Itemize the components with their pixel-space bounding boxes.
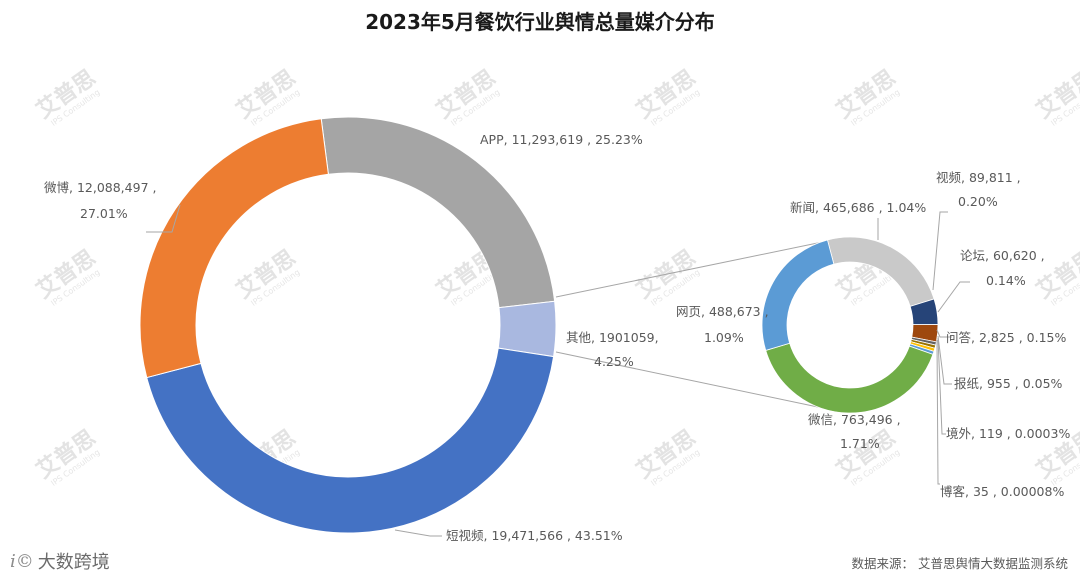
main-segment-short-video: [146, 347, 555, 534]
label-weibo-line1: 微博, 12,088,497 ,: [44, 180, 156, 195]
label-boke: 博客, 35 , 0.00008%: [940, 484, 1064, 499]
leader-weibo: [146, 204, 181, 233]
brand-name: 大数跨境: [37, 552, 110, 573]
main-segment-weibo: [139, 118, 329, 379]
connector-line-top: [555, 239, 833, 298]
label-qita-line1: 其他, 1901059,: [566, 330, 659, 345]
label-app: APP, 11,293,619 , 25.23%: [480, 132, 643, 147]
leader-luntan: [937, 281, 970, 313]
label-wenda: 问答, 2,825 , 0.15%: [946, 330, 1066, 345]
connector-line-bottom: [555, 351, 833, 411]
label-weibo-line2: 27.01%: [80, 206, 128, 221]
label-wangye-line2: 1.09%: [704, 330, 744, 345]
label-duanshipin: 短视频, 19,471,566 , 43.51%: [446, 528, 623, 543]
leader-boke: [936, 339, 940, 485]
label-luntan-line1: 论坛, 60,620 ,: [960, 248, 1045, 263]
leader-shipin: [932, 211, 948, 291]
label-weixin-line1: 微信, 763,496 ,: [808, 412, 901, 427]
label-luntan-line2: 0.14%: [986, 273, 1026, 288]
chart-title: 2023年5月餐饮行业舆情总量媒介分布: [365, 10, 715, 34]
label-baozhi: 报纸, 955 , 0.05%: [954, 376, 1063, 391]
leader-jingwai: [937, 337, 946, 435]
label-qita-line2: 4.25%: [594, 354, 634, 369]
label-weixin-line2: 1.71%: [840, 436, 880, 451]
label-xinwen: 新闻, 465,686 , 1.04%: [790, 200, 926, 215]
leader-wenda: [936, 329, 952, 338]
main-segment-other: [497, 300, 557, 358]
label-jingwai: 境外, 119 , 0.0003%: [946, 426, 1070, 441]
secondary-doughnut: [761, 236, 939, 414]
leader-duanshipin: [394, 529, 442, 537]
brand-mark-icon: i©: [10, 550, 34, 572]
label-shipin-line1: 视频, 89,811 ,: [936, 170, 1021, 185]
label-shipin-line2: 0.20%: [958, 194, 998, 209]
secondary-segment-webpage: [761, 239, 835, 351]
label-wangye-line1: 网页, 488,673 ,: [676, 304, 769, 319]
main-doughnut: [139, 116, 557, 534]
data-source-note: 数据来源： 艾普思舆情大数据监测系统: [851, 556, 1068, 571]
brand-logo: i© 大数跨境: [10, 548, 110, 574]
secondary-segment-wechat: [765, 342, 934, 414]
leader-baozhi: [937, 335, 952, 385]
